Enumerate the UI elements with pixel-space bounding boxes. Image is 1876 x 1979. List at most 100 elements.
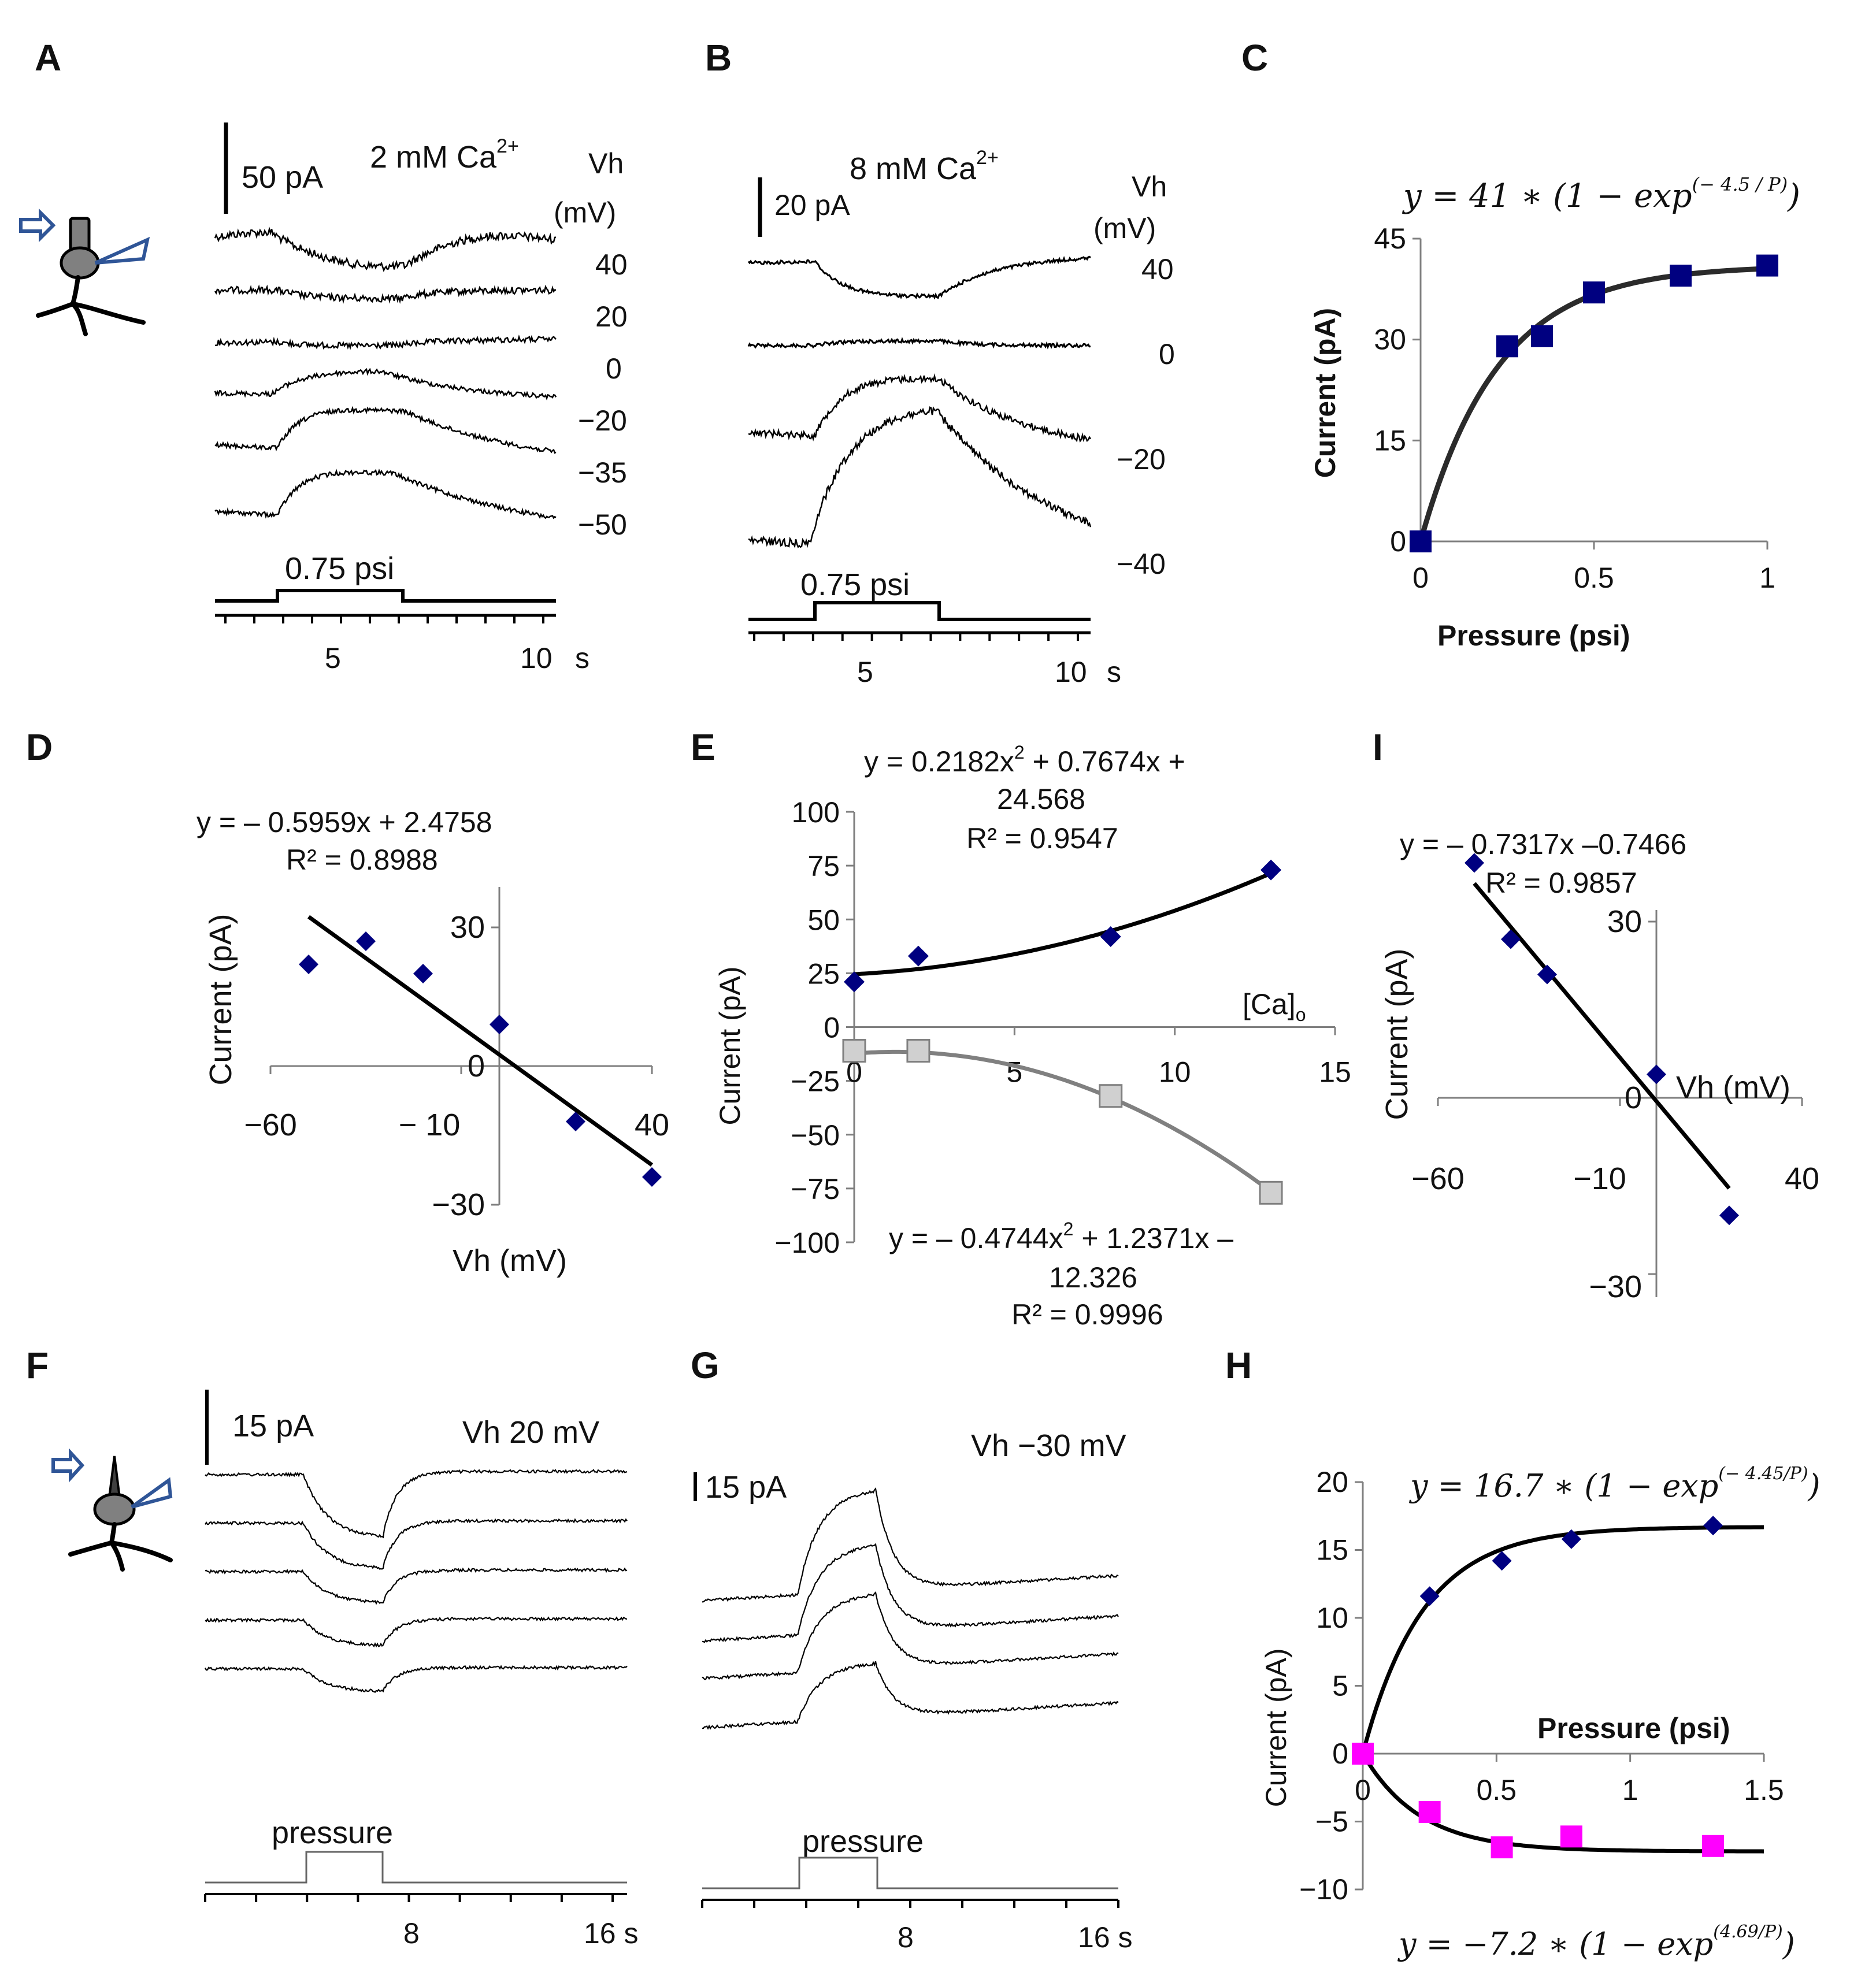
y-tick-label-c-0: 0 — [1390, 525, 1406, 558]
y-tick-label-e-1: 75 — [807, 850, 840, 882]
trace-f-4 — [205, 1665, 628, 1693]
y-tick-label-e-2: 50 — [807, 904, 840, 936]
trace-b-m40 — [748, 406, 1092, 549]
stim-step-f — [205, 1851, 627, 1884]
vh-label-b-1: 0 — [1159, 338, 1175, 370]
traces-g — [702, 1487, 1119, 1730]
y-tick-label-e-6: −50 — [791, 1119, 840, 1152]
y-tick-label-d-0: 30 — [450, 910, 485, 945]
panel-f: 15 pA Vh 20 mV pressure 8 16 s — [51, 1390, 639, 1950]
point-e-bottom-0 — [842, 1038, 866, 1063]
vh-label-b-3: −40 — [1117, 548, 1166, 580]
point-e-top-0 — [844, 971, 865, 993]
panel-label-e: E — [691, 726, 715, 768]
trace-f-0 — [205, 1469, 628, 1539]
trace-a-40 — [214, 226, 557, 272]
y-tick-label-e-7: −75 — [791, 1173, 840, 1205]
x-tick-label-d-1: − 10 — [399, 1108, 461, 1142]
stim-label-g: pressure — [802, 1824, 924, 1859]
trace-g-1 — [702, 1543, 1119, 1643]
tick-a-10: 10 — [520, 642, 553, 674]
condition-f: Vh 20 mV — [462, 1415, 599, 1450]
x-tick-label-c-1: 0.5 — [1574, 562, 1614, 594]
point-h-bottom-1 — [1418, 1801, 1441, 1824]
point-c-3 — [1583, 281, 1605, 304]
x-tick-label-c-0: 0 — [1412, 562, 1429, 594]
vh-label-a-2: 0 — [606, 352, 622, 385]
x-tick-label-e-1: 5 — [1006, 1056, 1022, 1089]
fit-curve-e-bottom — [854, 1049, 1273, 1193]
trace-a-m20 — [214, 367, 557, 400]
time-axis-a: 5 10 s — [215, 614, 590, 674]
neuron-pipette-icon — [19, 208, 150, 336]
r2-i: R² = 0.9857 — [1485, 867, 1637, 899]
trace-f-1 — [205, 1518, 628, 1570]
panel-label-b: B — [705, 37, 732, 79]
vh-title-b: Vh — [1132, 170, 1167, 203]
scale-label-b: 20 pA — [774, 189, 850, 221]
y-tick-label-e-8: −100 — [774, 1227, 840, 1259]
equation-e-bottom: y = – 0.4744x2 + 1.2371x – — [889, 1219, 1233, 1254]
point-e-top-1 — [907, 945, 929, 967]
x-tick-label-h-3: 1.5 — [1744, 1774, 1784, 1806]
fit-curve-c — [1418, 266, 1768, 543]
equation-c: y = 41 ∗ (1 − exp(− 4.5 / P)) — [1402, 173, 1800, 215]
x-tick-label-d-2: 40 — [635, 1108, 669, 1142]
point-e-bottom-1 — [906, 1038, 930, 1063]
panel-a: 50 pA 2 mM Ca2+ Vh (mV) 40 20 0 −20 −35 … — [19, 122, 628, 674]
equation-e-top: y = 0.2182x2 + 0.7674x + — [864, 742, 1185, 778]
panel-label-a: A — [35, 37, 61, 79]
trace-b-40 — [747, 255, 1091, 300]
y-label-e: Current (pA) — [714, 966, 746, 1125]
condition-g: Vh −30 mV — [971, 1428, 1126, 1463]
vh-label-b-2: −20 — [1117, 443, 1166, 476]
x-label-i: Vh (mV) — [1676, 1070, 1790, 1105]
x-tick-label-h-2: 1 — [1622, 1774, 1638, 1806]
chart-c: 0 15 30 45 0 0.5 1 — [1374, 222, 1778, 594]
tick-f-8: 8 — [403, 1917, 420, 1950]
point-h-bottom-2 — [1491, 1836, 1513, 1859]
y-tick-label-h-4: 0 — [1332, 1737, 1348, 1770]
r2-e-top: R² = 0.9547 — [966, 822, 1118, 855]
trace-b-m20 — [748, 373, 1092, 443]
y-tick-label-d-2: −30 — [432, 1187, 485, 1222]
tick-f-16: 16 s — [584, 1917, 639, 1950]
point-i-2 — [1537, 964, 1557, 985]
y-tick-label-h-3: 5 — [1332, 1670, 1348, 1702]
point-h-top-4 — [1703, 1516, 1723, 1536]
y-tick-label-i-2: −30 — [1589, 1269, 1642, 1304]
panel-h: y = 16.7 ∗ (1 − exp(− 4.45/P)) 20151050−… — [1260, 1464, 1821, 1962]
y-label-h: Current (pA) — [1260, 1648, 1292, 1807]
equation-e-bottom-constant: 12.326 — [1049, 1261, 1137, 1294]
panel-i: y = – 0.7317x –0.7466 R² = 0.9857 −60 −10… — [1380, 828, 1819, 1304]
vh-label-a-4: −35 — [578, 456, 627, 489]
y-tick-label-h-6: −10 — [1299, 1873, 1348, 1906]
vh-label-a-0: 40 — [595, 248, 628, 281]
panel-label-c: C — [1241, 37, 1268, 79]
x-tick-label-i-1: −10 — [1573, 1161, 1626, 1196]
point-h-top-2 — [1492, 1551, 1512, 1571]
point-h-bottom-3 — [1560, 1825, 1582, 1848]
traces-b — [747, 255, 1092, 549]
y-tick-label-h-2: 10 — [1316, 1602, 1348, 1634]
vh-label-a-5: −50 — [578, 508, 627, 541]
equation-h-bottom: y = −7.2 ∗ (1 − exp(4.69/P)) — [1397, 1922, 1795, 1962]
trace-f-2 — [205, 1567, 628, 1605]
chart-i: −60 −10 40 30 0 −30 — [1411, 853, 1819, 1304]
time-axis-g: 8 16 s — [701, 1899, 1133, 1954]
vh-label-b-0: 40 — [1141, 253, 1174, 285]
point-i-0 — [1465, 853, 1484, 873]
panel-e: y = 0.2182x2 + 0.7674x + 24.568 R² = 0.9… — [714, 742, 1351, 1331]
point-e-bottom-2 — [1099, 1084, 1123, 1108]
panel-label-d: D — [26, 726, 53, 768]
condition-b: 8 mM Ca2+ — [850, 147, 999, 186]
y-label-c: Current (pA) — [1309, 308, 1341, 478]
point-d-2 — [413, 964, 433, 983]
point-c-1 — [1496, 335, 1518, 358]
point-d-3 — [490, 1015, 509, 1034]
x-tick-label-h-0: 0 — [1355, 1774, 1371, 1806]
y-label-i: Current (pA) — [1380, 948, 1414, 1120]
